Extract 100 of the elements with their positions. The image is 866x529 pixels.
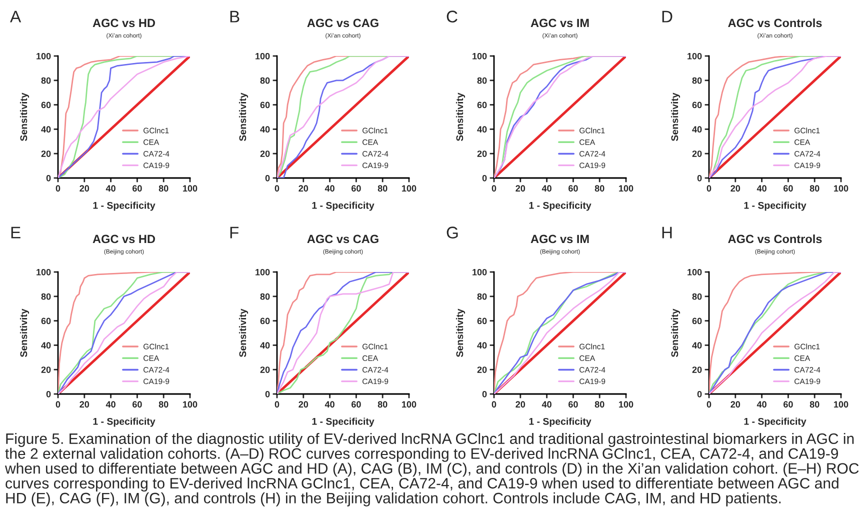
x-axis-title: 1 - Specificity xyxy=(529,418,592,427)
x-axis-title: 1 - Specificity xyxy=(312,418,374,427)
y-tick-label: 60 xyxy=(41,102,51,108)
x-tick-label: 60 xyxy=(784,185,793,192)
x-axis-title: 1 - Specificity xyxy=(93,202,156,211)
y-tick-label: 20 xyxy=(260,366,270,373)
y-tick-label: 40 xyxy=(692,126,702,133)
x-tick-label: 20 xyxy=(730,185,740,192)
x-tick-label: 20 xyxy=(730,401,740,408)
x-tick-label: 100 xyxy=(619,185,634,192)
y-tick-label: 100 xyxy=(472,52,487,60)
chart-title: AGC vs HD xyxy=(92,234,155,244)
y-tick-label: 100 xyxy=(256,268,270,276)
text: A xyxy=(10,10,22,22)
y-tick-label: 80 xyxy=(41,77,51,84)
y-tick-label: 0 xyxy=(697,390,702,398)
y-axis-title: Sensitivity xyxy=(456,308,466,358)
y-tick-label: 60 xyxy=(41,318,51,324)
y-tick-label: 0 xyxy=(265,174,270,182)
x-tick-label: 60 xyxy=(132,401,142,408)
y-tick-label: 0 xyxy=(482,390,487,398)
y-tick-label: 60 xyxy=(260,102,270,108)
x-tick-label: 40 xyxy=(106,401,116,408)
y-tick-label: 100 xyxy=(36,268,51,276)
x-tick-label: 0 xyxy=(492,185,496,192)
y-tick-label: 60 xyxy=(260,318,270,324)
y-tick-label: 20 xyxy=(260,150,270,157)
x-tick-label: 100 xyxy=(183,401,198,408)
y-tick-label: 20 xyxy=(41,150,51,157)
x-tick-label: 20 xyxy=(80,185,90,192)
y-tick-label: 60 xyxy=(692,102,702,108)
y-axis-title: Sensitivity xyxy=(238,92,248,142)
line-series xyxy=(494,272,626,394)
text: H xyxy=(662,226,672,238)
y-tick-label: 0 xyxy=(265,390,270,398)
y-tick-label: 40 xyxy=(260,126,270,133)
x-tick-label: 0 xyxy=(56,401,60,408)
x-tick-label: 100 xyxy=(619,401,634,408)
x-tick-label: 60 xyxy=(568,401,578,408)
text: E xyxy=(11,226,20,238)
y-axis-title: Sensitivity xyxy=(456,92,466,142)
y-axis-title: Sensitivity xyxy=(238,308,248,358)
chart-title: AGC vs IM xyxy=(530,234,589,244)
y-tick-label: 20 xyxy=(692,366,702,373)
x-tick-label: 80 xyxy=(378,401,388,408)
y-tick-label: 0 xyxy=(46,390,51,398)
x-tick-label: 80 xyxy=(810,185,820,192)
x-axis-title: 1 - Specificity xyxy=(529,202,592,211)
x-tick-label: 100 xyxy=(834,401,848,408)
chart-title: AGC vs CAG xyxy=(307,18,378,28)
x-tick-label: 80 xyxy=(810,401,820,408)
y-tick-label: 100 xyxy=(472,268,487,276)
line-series xyxy=(277,56,409,178)
x-tick-label: 40 xyxy=(542,401,552,408)
y-tick-label: 20 xyxy=(477,150,487,157)
text: G xyxy=(446,226,458,238)
x-tick-label: 80 xyxy=(594,185,604,192)
y-tick-label: 60 xyxy=(477,102,487,108)
text: D xyxy=(662,10,672,22)
chart-title: AGC vs IM xyxy=(530,18,589,28)
chart-title: AGC vs Controls xyxy=(728,234,822,244)
x-tick-label: 0 xyxy=(274,401,280,408)
x-tick-label: 60 xyxy=(352,401,361,408)
x-tick-label: 20 xyxy=(516,401,526,408)
x-tick-label: 100 xyxy=(402,401,416,408)
x-tick-label: 0 xyxy=(492,401,496,408)
x-tick-label: 40 xyxy=(756,401,766,408)
x-tick-label: 20 xyxy=(298,185,308,192)
y-tick-label: 20 xyxy=(477,366,487,373)
x-tick-label: 100 xyxy=(834,185,848,192)
x-tick-label: 80 xyxy=(594,401,604,408)
x-axis-title: 1 - Specificity xyxy=(312,202,374,211)
x-tick-label: 40 xyxy=(542,185,552,192)
x-tick-label: 100 xyxy=(402,185,416,192)
y-tick-label: 0 xyxy=(697,174,702,182)
x-tick-label: 40 xyxy=(324,185,334,192)
y-tick-label: 100 xyxy=(688,268,702,276)
x-tick-label: 20 xyxy=(80,401,90,408)
y-axis-title: Sensitivity xyxy=(20,308,30,358)
x-tick-label: 80 xyxy=(158,401,168,408)
x-axis-title: 1 - Specificity xyxy=(744,418,806,427)
y-tick-label: 40 xyxy=(692,342,702,349)
x-tick-label: 80 xyxy=(378,185,388,192)
y-tick-label: 80 xyxy=(260,77,270,84)
line-series xyxy=(494,56,626,178)
x-axis-title: 1 - Specificity xyxy=(744,202,806,211)
x-tick-label: 60 xyxy=(784,401,793,408)
y-tick-label: 60 xyxy=(692,318,702,324)
y-tick-label: 80 xyxy=(477,77,487,84)
y-tick-label: 80 xyxy=(692,293,702,300)
y-tick-label: 20 xyxy=(692,150,702,157)
x-tick-label: 60 xyxy=(132,185,142,192)
y-axis-title: Sensitivity xyxy=(670,308,680,358)
y-tick-label: 40 xyxy=(260,342,270,349)
x-tick-label: 0 xyxy=(706,401,712,408)
x-tick-label: 60 xyxy=(568,185,578,192)
line-series xyxy=(58,56,190,178)
chart-title: AGC vs Controls xyxy=(728,18,822,28)
chart-title: AGC vs CAG xyxy=(307,234,378,244)
chart-title: AGC vs HD xyxy=(92,18,155,28)
